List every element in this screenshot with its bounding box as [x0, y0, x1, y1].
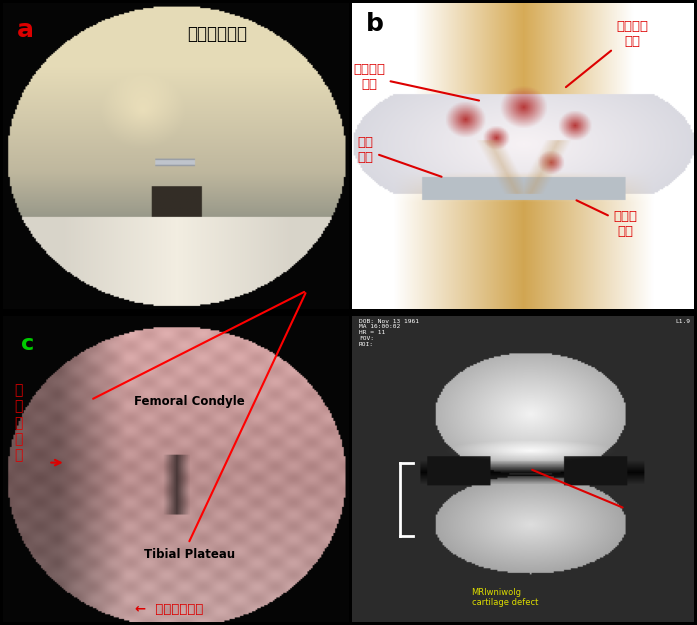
Text: 半月板
磨损: 半月板 磨损: [576, 201, 637, 238]
Text: a: a: [17, 18, 34, 42]
Text: 软骨下骨
暴露: 软骨下骨 暴露: [566, 20, 648, 87]
Text: 正常关节软骨: 正常关节软骨: [187, 24, 247, 42]
Text: ←  软骨下骨暴露: ← 软骨下骨暴露: [135, 603, 204, 616]
Text: DOB: Nov 13 1961
MA 16:00:02
HR = 11
FOV:
ROI:: DOB: Nov 13 1961 MA 16:00:02 HR = 11 FOV…: [359, 319, 419, 347]
Text: Femoral Condyle: Femoral Condyle: [135, 395, 245, 408]
Text: 骨质
增生: 骨质 增生: [358, 136, 442, 177]
Text: L1.9: L1.9: [675, 319, 690, 324]
Text: b: b: [366, 12, 383, 36]
Text: 关节软骨
损伤: 关节软骨 损伤: [353, 62, 479, 101]
Text: c: c: [21, 334, 34, 354]
Text: MRIwniwolg
cartilage defect: MRIwniwolg cartilage defect: [471, 588, 538, 607]
Text: 半
月
板
磨
损: 半 月 板 磨 损: [14, 383, 22, 462]
Text: Tibial Plateau: Tibial Plateau: [144, 548, 236, 561]
